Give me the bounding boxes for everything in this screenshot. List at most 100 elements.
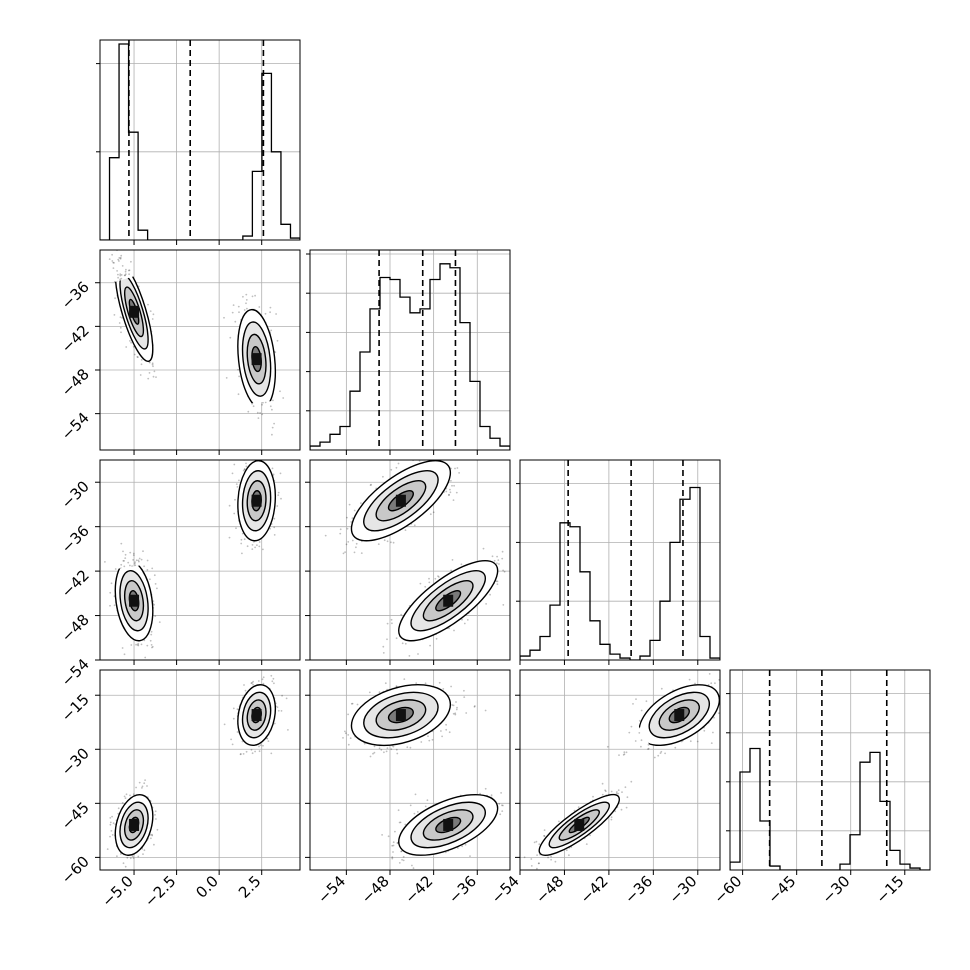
scatter-point [392,844,395,847]
scatter-point [116,855,118,858]
scatter-point [390,748,393,751]
y-tick-label: −36 [58,522,93,557]
scatter-point [251,295,254,298]
scatter-point [270,674,273,677]
scatter-point [689,740,692,743]
scatter-point [370,483,372,486]
scatter-point [463,689,465,692]
scatter-point [118,322,121,324]
scatter-point [346,527,349,530]
scatter-point [151,834,154,837]
density-peak [129,305,140,318]
scatter-point [457,847,459,849]
scatter-point [498,803,501,805]
scatter-point [355,542,358,545]
scatter-point [412,867,415,869]
scatter-point [287,729,289,731]
scatter-point [368,691,371,694]
scatter-point [280,710,283,712]
scatter-point [404,529,407,531]
scatter-point [245,465,248,468]
scatter-point [241,740,244,743]
scatter-point [420,447,422,449]
scatter-panel-3-2: −54 −48 −42 −36 −30 [488,669,721,907]
scatter-point [142,550,144,553]
scatter-point [624,786,627,789]
scatter-point [141,785,144,788]
scatter-point [496,583,499,586]
scatter-point [120,254,123,257]
scatter-point [396,752,399,755]
scatter-point [117,246,119,248]
scatter-point [274,351,277,354]
scatter-point [238,311,240,314]
scatter-point [501,804,503,807]
y-tick-label: −45 [58,798,93,833]
scatter-point [469,855,471,857]
scatter-point [532,526,534,528]
scatter-point [402,855,405,858]
scatter-point [134,564,137,567]
scatter-point [128,273,131,276]
scatter-point [113,314,116,316]
scatter-point [117,807,120,810]
scatter-point [424,458,426,460]
scatter-point [270,329,273,332]
scatter-point [130,644,133,646]
scatter-point [547,856,549,859]
scatter-point [451,704,454,706]
scatter-point [109,591,112,594]
scatter-point [460,563,463,566]
scatter-panel-2-0: −54−48−42−36−30 [58,459,301,690]
scatter-point [231,743,234,746]
scatter-point [550,858,552,861]
scatter-point [119,326,122,329]
scatter-point [108,258,111,260]
scatter-point [502,604,505,606]
scatter-point [431,738,434,741]
scatter-point [124,273,127,276]
scatter-point [251,544,254,546]
scatter-point [493,559,496,562]
scatter-point [403,678,406,680]
scatter-point [660,750,663,753]
scatter-point [536,867,538,870]
scatter-point [390,618,393,621]
scatter-point [124,553,127,556]
scatter-point [439,451,441,453]
scatter-point [398,862,401,864]
scatter-point [585,843,588,845]
scatter-point [259,744,262,746]
scatter-point [408,655,411,657]
scatter-point [241,552,243,555]
scatter-point [390,541,392,544]
scatter-point [528,801,530,803]
scatter-point [617,789,620,791]
scatter-point [254,294,256,297]
scatter-point [554,860,557,863]
y-tick-label: −42 [58,566,93,601]
scatter-point [409,804,412,807]
scatter-point [351,539,354,542]
scatter-point [610,816,613,819]
scatter-point [428,452,430,454]
scatter-point [386,638,388,641]
scatter-point [382,475,384,478]
x-tick-label: −5.0 [98,872,136,910]
scatter-panel-2-1 [305,447,534,665]
scatter-point [254,546,256,549]
scatter-point [113,262,115,264]
scatter-point [123,565,126,568]
scatter-point [138,781,141,784]
scatter-point [276,706,279,708]
scatter-point [238,375,241,378]
scatter-point [347,541,350,543]
scatter-point [121,647,124,649]
scatter-point [536,854,538,856]
scatter-point [264,312,267,315]
scatter-point [441,735,443,738]
scatter-point [355,546,357,549]
scatter-point [141,787,143,789]
scatter-point [245,299,248,301]
panel-frame [519,459,721,661]
